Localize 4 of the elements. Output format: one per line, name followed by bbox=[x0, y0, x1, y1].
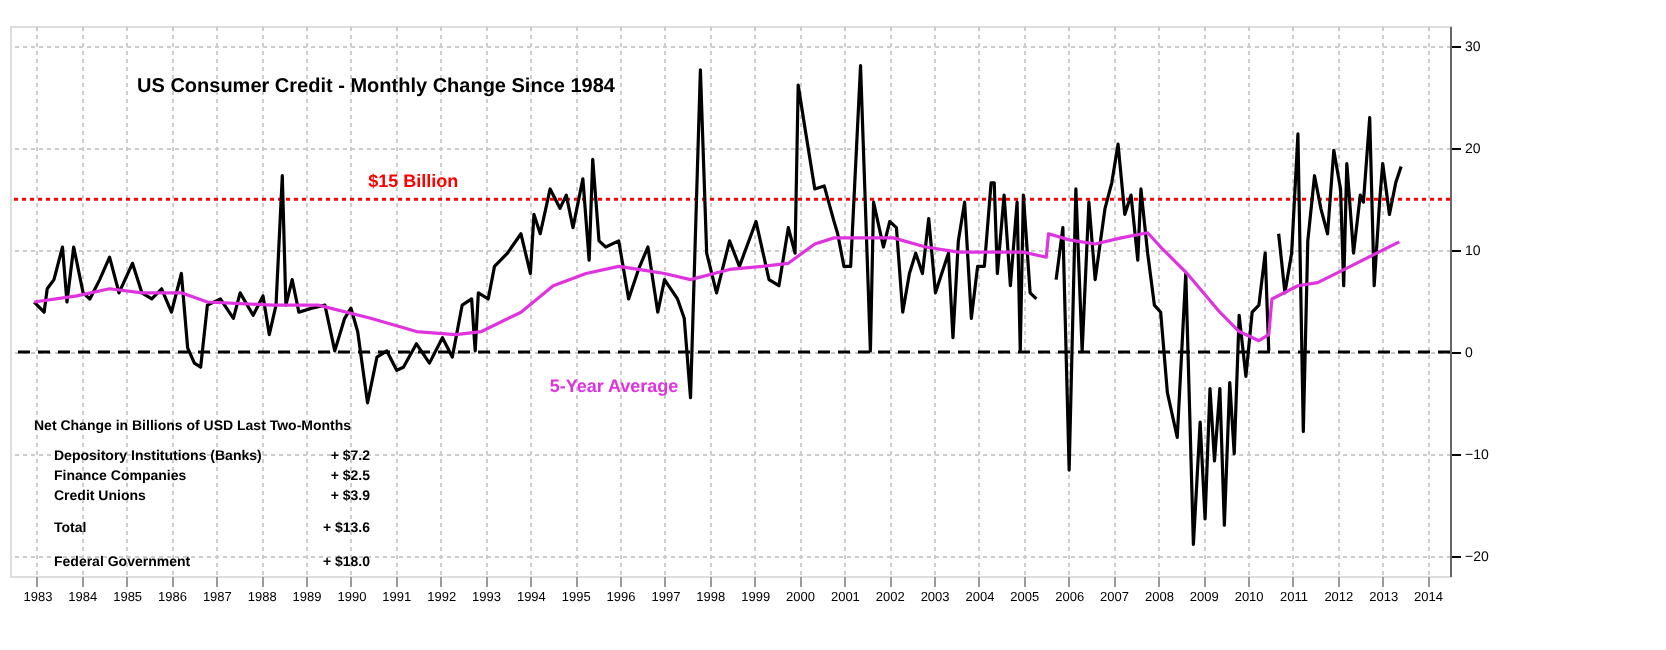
text: 5-Year Average bbox=[549, 375, 679, 396]
text: US Consumer Credit - Monthly Change Since 1984 bbox=[137, 76, 616, 98]
ref-line-label: $15 Billion bbox=[368, 171, 459, 192]
line-series bbox=[32, 231, 1401, 343]
